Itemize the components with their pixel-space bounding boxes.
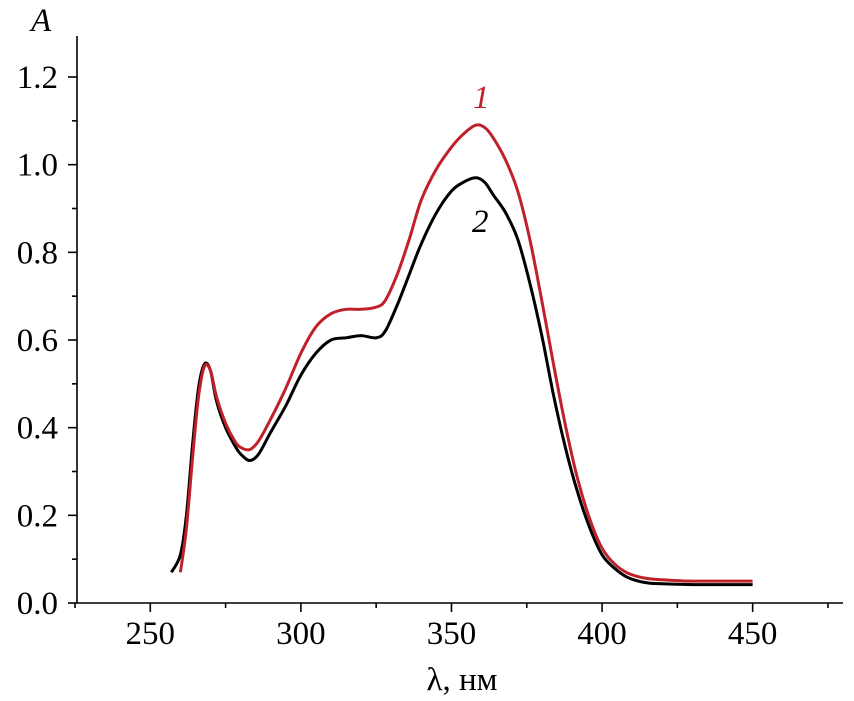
- x-tick-label: 350: [427, 616, 477, 652]
- y-tick-label: 0.0: [17, 586, 58, 622]
- series-line-1: [178, 123, 753, 583]
- series-layer: [170, 123, 753, 587]
- x-tick-label: 400: [577, 616, 627, 652]
- x-axis-title: λ, нм: [426, 662, 497, 698]
- y-tick-label: 1.2: [17, 60, 58, 96]
- curve-label-2: 2: [472, 204, 489, 240]
- x-tick-label: 450: [728, 616, 778, 652]
- y-tick-label: 0.8: [17, 235, 58, 271]
- y-tick-label: 0.2: [17, 498, 58, 534]
- axis-ticks: [68, 76, 829, 612]
- y-tick-label: 0.4: [17, 411, 58, 447]
- x-tick-label: 300: [276, 616, 326, 652]
- curve-label-1: 1: [473, 80, 490, 116]
- curve-labels: 12: [472, 80, 490, 240]
- y-tick-label: 0.6: [17, 323, 58, 359]
- tick-labels: 0.0 0.2 0.4 0.6 0.8 1.0 1.2 250 300 350 400 450: [17, 60, 778, 652]
- series-line-2: [170, 176, 753, 587]
- y-axis-title: A: [29, 3, 52, 39]
- y-tick-label: 1.0: [17, 148, 58, 184]
- x-tick-label: 250: [126, 616, 176, 652]
